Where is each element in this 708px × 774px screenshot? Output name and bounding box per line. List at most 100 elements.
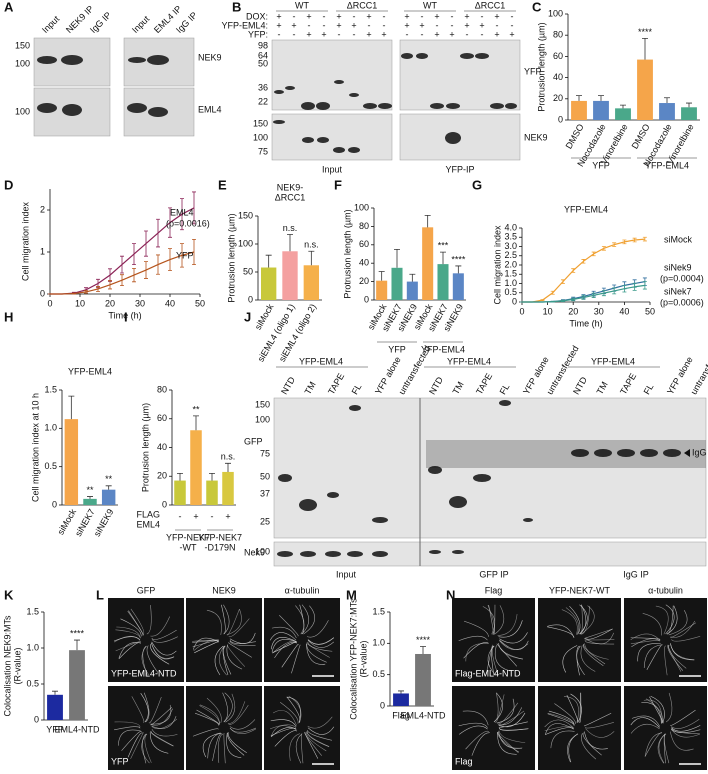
fiber [150,642,175,660]
sign: + [479,20,484,30]
fiber [291,644,301,674]
fiber [494,645,511,672]
group-label: YFP-EML4 [421,344,465,354]
fiber [131,696,145,723]
fiber [307,716,333,729]
x-tick-label: + [225,511,230,521]
panel-label: H [4,309,13,324]
x-tick-label: 20 [568,306,578,316]
band [663,449,681,457]
group-label: YFP [388,344,406,354]
y-tick-label: 20 [157,471,167,481]
y-tick-label: 4.0 [504,222,517,232]
sign: + [404,11,409,21]
band [499,400,511,406]
x-tick-label: 50 [645,306,655,316]
fraction: YFP-IP [445,164,474,174]
band [127,103,147,113]
fiber [206,697,222,724]
fiber [151,718,178,729]
fiber [671,728,701,733]
fiber [270,725,297,737]
y-tick-label: 3.5 [504,232,517,242]
error-bar [424,214,431,228]
bar [222,471,234,505]
fiber [151,728,178,737]
fiber [585,640,615,645]
sign: - [466,29,469,39]
fiber [465,643,489,662]
fiber [192,639,219,643]
error-bar [193,415,199,431]
band [378,103,392,109]
band [285,86,295,90]
band [347,551,363,557]
y-tick-label: 150 [238,210,253,220]
x-tick-label: 30 [594,306,604,316]
band [475,53,489,59]
y-tick-label: 0.5 [44,461,57,471]
series-note: (p=0.0006) [660,297,704,307]
fiber [584,712,612,727]
group-label: -D179N [204,542,235,552]
band [61,55,83,65]
fiber [217,733,224,763]
fiber [646,644,663,670]
x-tick-label: 10 [543,306,553,316]
marker: 64 [258,50,268,60]
band [325,551,341,557]
bar [615,108,631,120]
fiber [544,723,574,735]
sign: + [464,11,469,21]
micrograph [108,598,184,682]
column-header: YFP-NEK7-WT [549,585,611,595]
band [302,137,314,143]
y-tick-label: 60 [157,413,167,423]
series-label: YFP [176,250,194,260]
error-bar [265,254,272,268]
fiber [140,693,149,723]
band [449,496,467,508]
fiber [150,644,170,665]
fiber [151,641,177,656]
fiber [286,696,301,723]
rotated-label: DMSO [564,122,586,150]
band [301,102,315,110]
fiber [196,709,220,726]
x-tick-label: EML4-NTD [400,710,446,720]
series-label: EML4 [170,207,194,217]
fiber [630,723,660,734]
sign: + [306,11,311,21]
fiber [671,635,701,642]
row-label: EML4 [136,519,160,529]
band [473,474,491,482]
band [349,93,359,97]
marker: 98 [258,40,268,50]
fiber [569,606,581,635]
fiber [579,692,582,723]
micrograph [186,686,262,770]
sign: - [353,11,356,21]
column-header: Flag [485,585,503,595]
x-tick-label: Flag [392,710,410,720]
sign: - [353,29,356,39]
bar [571,100,587,120]
band [452,550,464,554]
fiber [207,732,221,759]
error-bar [394,249,400,268]
fiber [225,693,236,723]
fiber [497,731,519,753]
fiber [667,644,682,672]
column-header: GFP [137,585,156,595]
blot [271,39,393,111]
genotype: ΔRCC1 [475,0,506,10]
rotated-label: Protrusion length (µm) [140,403,150,492]
error-bar [225,462,231,472]
fiber [576,645,580,676]
x-tick-label: EML4-NTD [54,724,100,734]
marker: 50 [260,471,270,481]
fiber [279,702,299,724]
panel-label: K [4,587,14,602]
y-tick-label: 0 [512,296,517,306]
